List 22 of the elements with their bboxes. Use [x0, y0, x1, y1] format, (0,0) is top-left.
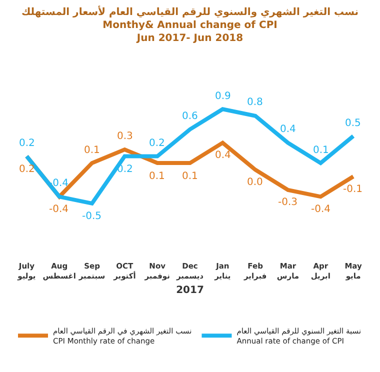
data-label: 0.5	[345, 118, 361, 129]
data-label: 0.2	[19, 138, 35, 149]
data-label: 0.8	[247, 97, 263, 108]
data-label: 0.9	[215, 91, 231, 102]
x-axis-title: 2017	[176, 284, 204, 296]
data-label: -0.5	[82, 211, 102, 222]
data-label: 0.4	[280, 124, 296, 135]
data-label: -0.1	[343, 184, 363, 195]
data-label: 0.0	[247, 177, 263, 188]
data-label: 0.1	[149, 171, 165, 182]
data-label: 0.6	[182, 111, 198, 122]
data-label: 0.2	[149, 138, 165, 149]
data-label: 0.4	[215, 150, 231, 161]
data-label: -0.4	[49, 204, 69, 215]
data-label: 0.1	[84, 145, 100, 156]
data-label: -0.4	[49, 178, 69, 189]
data-label: 0.1	[313, 145, 329, 156]
data-label: -0.4	[311, 204, 331, 215]
data-label: -0.3	[278, 197, 298, 208]
data-label: 0.3	[117, 131, 133, 142]
data-label: 0.2	[19, 164, 35, 175]
data-label: 0.1	[182, 171, 198, 182]
